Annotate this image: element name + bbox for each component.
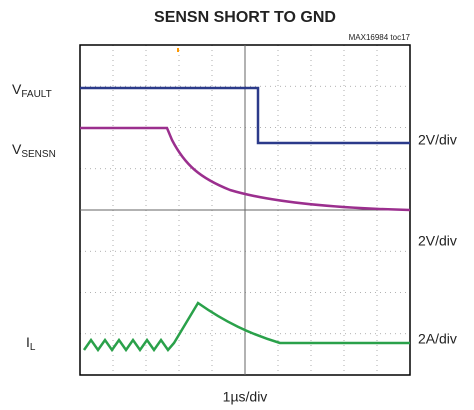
title: SENSN SHORT TO GND — [154, 9, 336, 26]
timebase: 1µs/div — [223, 389, 268, 405]
vsensn-label: VSENSN — [12, 141, 56, 160]
vsensn-trace — [80, 126, 411, 212]
vfault-trace — [80, 86, 410, 145]
il-label: IL — [26, 334, 36, 353]
il-trace — [82, 301, 410, 353]
il-scale: 2A/div — [418, 331, 457, 347]
figure-id: MAX16984 toc17 — [349, 33, 411, 42]
vsensn-scale: 2V/div — [418, 233, 457, 249]
vfault-label: VFAULT — [12, 81, 52, 100]
vfault-scale: 2V/div — [418, 132, 457, 148]
